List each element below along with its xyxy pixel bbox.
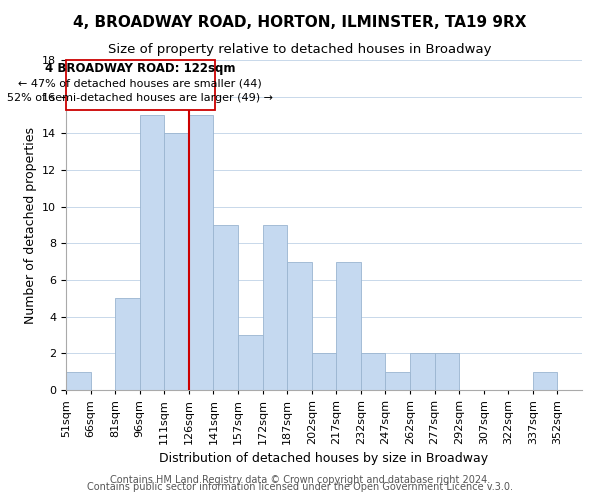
Bar	[238, 335, 263, 390]
Bar	[164, 134, 189, 390]
Bar	[385, 372, 410, 390]
Bar	[140, 115, 164, 390]
Text: ← 47% of detached houses are smaller (44): ← 47% of detached houses are smaller (44…	[19, 79, 262, 89]
FancyBboxPatch shape	[66, 60, 215, 110]
Y-axis label: Number of detached properties: Number of detached properties	[23, 126, 37, 324]
Text: Contains HM Land Registry data © Crown copyright and database right 2024.: Contains HM Land Registry data © Crown c…	[110, 475, 490, 485]
Text: 4, BROADWAY ROAD, HORTON, ILMINSTER, TA19 9RX: 4, BROADWAY ROAD, HORTON, ILMINSTER, TA1…	[73, 15, 527, 30]
Bar	[410, 354, 434, 390]
Bar	[336, 262, 361, 390]
Bar	[434, 354, 459, 390]
Bar	[189, 115, 214, 390]
Text: 52% of semi-detached houses are larger (49) →: 52% of semi-detached houses are larger (…	[7, 93, 274, 104]
Bar	[361, 354, 385, 390]
Text: 4 BROADWAY ROAD: 122sqm: 4 BROADWAY ROAD: 122sqm	[45, 62, 236, 74]
Text: Contains public sector information licensed under the Open Government Licence v.: Contains public sector information licen…	[87, 482, 513, 492]
Bar	[115, 298, 140, 390]
Bar	[214, 225, 238, 390]
Bar	[66, 372, 91, 390]
X-axis label: Distribution of detached houses by size in Broadway: Distribution of detached houses by size …	[160, 452, 488, 466]
Bar	[533, 372, 557, 390]
Bar	[287, 262, 312, 390]
Bar	[312, 354, 336, 390]
Bar	[263, 225, 287, 390]
Text: Size of property relative to detached houses in Broadway: Size of property relative to detached ho…	[108, 42, 492, 56]
